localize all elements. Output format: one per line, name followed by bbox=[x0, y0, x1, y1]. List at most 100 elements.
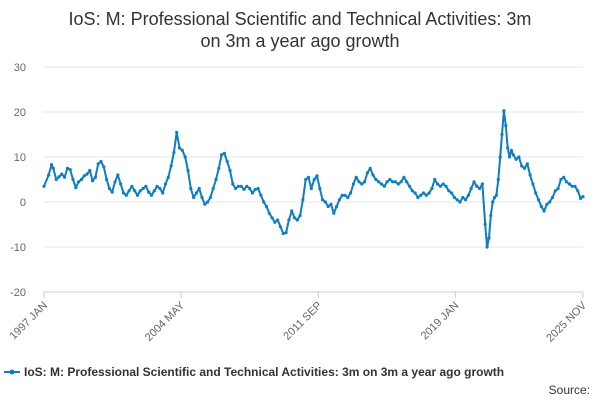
data-point[interactable] bbox=[536, 198, 541, 202]
data-point[interactable] bbox=[559, 177, 563, 182]
data-point[interactable] bbox=[298, 213, 302, 218]
data-point[interactable] bbox=[309, 186, 313, 191]
data-point[interactable] bbox=[466, 193, 470, 197]
data-point[interactable] bbox=[88, 168, 92, 173]
data-point[interactable] bbox=[507, 155, 512, 159]
data-point[interactable] bbox=[430, 186, 434, 191]
data-point[interactable] bbox=[458, 200, 462, 204]
data-point[interactable] bbox=[323, 200, 327, 204]
data-point[interactable] bbox=[107, 186, 111, 191]
data-point[interactable] bbox=[396, 182, 400, 186]
data-point[interactable] bbox=[447, 189, 451, 193]
data-point[interactable] bbox=[534, 191, 538, 195]
data-point[interactable] bbox=[161, 191, 165, 195]
data-point[interactable] bbox=[203, 202, 207, 206]
data-point[interactable] bbox=[82, 174, 86, 178]
data-point[interactable] bbox=[315, 174, 319, 178]
data-point[interactable] bbox=[363, 180, 367, 184]
data-point[interactable] bbox=[270, 216, 274, 220]
data-point[interactable] bbox=[149, 193, 154, 197]
data-point[interactable] bbox=[340, 193, 344, 197]
data-point[interactable] bbox=[91, 179, 95, 183]
data-point[interactable] bbox=[259, 193, 263, 197]
data-point[interactable] bbox=[63, 175, 67, 179]
data-point[interactable] bbox=[96, 162, 100, 166]
data-point[interactable] bbox=[337, 198, 341, 202]
data-point[interactable] bbox=[405, 180, 409, 184]
data-point[interactable] bbox=[438, 184, 442, 188]
data-point[interactable] bbox=[51, 166, 55, 170]
data-point[interactable] bbox=[147, 190, 151, 194]
data-point[interactable] bbox=[556, 186, 560, 191]
data-point[interactable] bbox=[349, 191, 353, 195]
data-point[interactable] bbox=[253, 187, 257, 191]
data-point[interactable] bbox=[49, 163, 54, 167]
data-point[interactable] bbox=[511, 153, 515, 157]
data-point[interactable] bbox=[321, 198, 325, 202]
data-point[interactable] bbox=[256, 186, 260, 191]
data-point[interactable] bbox=[276, 218, 280, 222]
data-point[interactable] bbox=[295, 218, 299, 222]
data-point[interactable] bbox=[500, 132, 504, 137]
data-point[interactable] bbox=[133, 189, 137, 193]
data-point[interactable] bbox=[528, 173, 532, 177]
data-point[interactable] bbox=[57, 175, 61, 179]
data-point[interactable] bbox=[522, 166, 527, 170]
data-point[interactable] bbox=[60, 172, 64, 176]
data-point[interactable] bbox=[236, 184, 240, 188]
data-point[interactable] bbox=[407, 184, 412, 188]
data-point[interactable] bbox=[183, 155, 187, 159]
data-point[interactable] bbox=[180, 148, 184, 152]
data-point[interactable] bbox=[332, 211, 336, 215]
data-point[interactable] bbox=[444, 184, 448, 188]
data-point[interactable] bbox=[374, 177, 378, 182]
data-point[interactable] bbox=[433, 177, 437, 182]
data-point[interactable] bbox=[385, 180, 389, 184]
data-point[interactable] bbox=[102, 165, 106, 169]
series-line[interactable] bbox=[42, 109, 585, 249]
data-point[interactable] bbox=[47, 173, 51, 177]
data-point[interactable] bbox=[141, 186, 145, 191]
data-point[interactable] bbox=[158, 186, 162, 191]
data-point[interactable] bbox=[116, 173, 120, 177]
data-point[interactable] bbox=[461, 195, 465, 200]
data-point[interactable] bbox=[85, 172, 89, 176]
data-point[interactable] bbox=[489, 213, 493, 218]
data-point[interactable] bbox=[382, 184, 386, 188]
data-point[interactable] bbox=[343, 193, 347, 197]
data-point[interactable] bbox=[121, 191, 126, 195]
data-point[interactable] bbox=[245, 184, 249, 188]
data-point[interactable] bbox=[531, 182, 535, 186]
data-point[interactable] bbox=[281, 231, 285, 236]
data-point[interactable] bbox=[186, 168, 190, 173]
data-point[interactable] bbox=[427, 191, 431, 195]
data-point[interactable] bbox=[318, 186, 322, 191]
data-point[interactable] bbox=[494, 193, 498, 197]
data-point[interactable] bbox=[250, 191, 255, 195]
data-point[interactable] bbox=[287, 218, 291, 222]
data-point[interactable] bbox=[525, 162, 529, 166]
data-point[interactable] bbox=[278, 225, 283, 229]
data-point[interactable] bbox=[197, 186, 201, 191]
data-point[interactable] bbox=[113, 180, 117, 184]
data-point[interactable] bbox=[200, 195, 204, 200]
data-point[interactable] bbox=[539, 204, 543, 209]
data-point[interactable] bbox=[194, 191, 198, 195]
data-point[interactable] bbox=[450, 191, 454, 195]
data-point[interactable] bbox=[228, 168, 232, 173]
data-point[interactable] bbox=[573, 184, 577, 188]
data-point[interactable] bbox=[564, 180, 569, 184]
data-point[interactable] bbox=[542, 209, 546, 213]
data-point[interactable] bbox=[581, 195, 585, 199]
data-point[interactable] bbox=[169, 164, 173, 168]
data-point[interactable] bbox=[177, 146, 182, 150]
data-point[interactable] bbox=[68, 168, 72, 172]
data-point[interactable] bbox=[267, 211, 271, 215]
data-point[interactable] bbox=[222, 151, 226, 155]
data-point[interactable] bbox=[506, 146, 510, 150]
data-point[interactable] bbox=[498, 155, 502, 159]
data-point[interactable] bbox=[65, 166, 69, 170]
data-point[interactable] bbox=[264, 204, 269, 209]
data-point[interactable] bbox=[371, 173, 375, 177]
data-point[interactable] bbox=[354, 175, 358, 179]
